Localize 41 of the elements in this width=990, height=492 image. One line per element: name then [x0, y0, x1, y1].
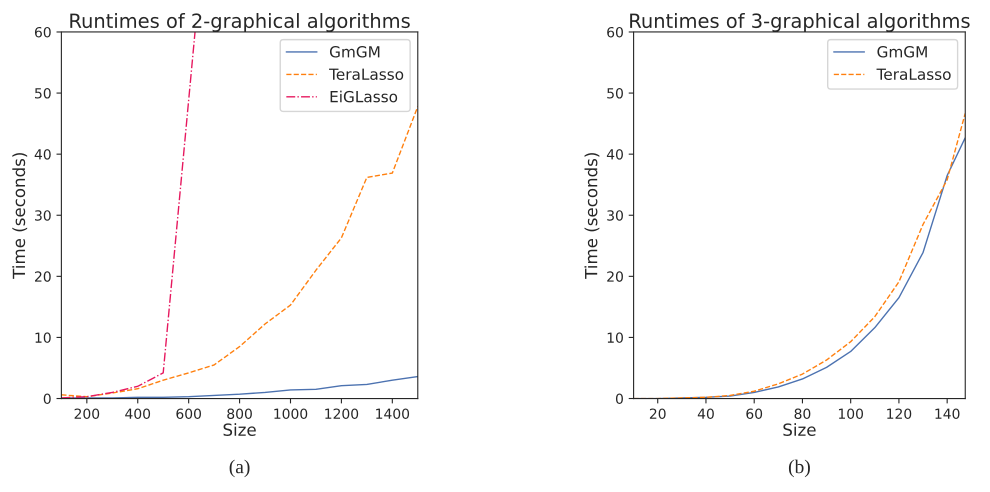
x-axis-title: Size [783, 423, 816, 436]
y-tick-label: 30 [607, 210, 623, 221]
y-tick-label: 0 [616, 393, 623, 404]
y-tick-label: 60 [607, 26, 623, 38]
x-tick-label: 100 [838, 408, 864, 419]
x-tick-label: 20 [650, 408, 666, 419]
y-axis-title: Time (seconds) [12, 153, 28, 279]
legend-label: TeraLasso [876, 68, 951, 80]
chart-title: Runtimes of 3-graphical algorithms [630, 13, 970, 32]
y-axis-title: Time (seconds) [584, 153, 600, 279]
y-tick-label: 0 [44, 393, 51, 404]
x-tick-label: 800 [227, 408, 252, 419]
x-axis-title: Size [224, 423, 256, 436]
x-tick-label: 60 [746, 408, 762, 419]
y-tick-label: 50 [607, 88, 623, 99]
x-tick-label: 120 [887, 408, 912, 419]
chart-title: Runtimes of 2-graphical algorithms [70, 13, 410, 32]
y-tick-label: 10 [608, 332, 623, 343]
x-tick-label: 40 [698, 408, 714, 419]
x-tick-label: 400 [125, 408, 150, 419]
legend-label: GmGM [877, 46, 927, 58]
text: (b) [788, 460, 810, 478]
x-tick-label: 1000 [274, 408, 308, 419]
y-tick-label: 40 [606, 149, 623, 160]
legend-label: EiGLasso [330, 90, 398, 102]
x-tick-label: 80 [794, 408, 810, 419]
y-tick-label: 30 [35, 210, 51, 221]
y-tick-label: 60 [34, 26, 51, 38]
y-tick-label: 20 [607, 271, 623, 282]
y-tick-label: 10 [36, 332, 51, 343]
legend-label: GmGM [330, 46, 380, 58]
y-tick-label: 40 [34, 149, 51, 160]
x-tick-label: 1200 [325, 408, 358, 419]
y-tick-label: 50 [35, 88, 51, 99]
x-tick-label: 1400 [376, 408, 410, 419]
y-tick-label: 20 [35, 271, 51, 282]
legend-label: TeraLasso [329, 68, 404, 80]
x-tick-label: 600 [176, 408, 201, 419]
x-tick-label: 200 [74, 408, 100, 419]
x-tick-label: 140 [935, 408, 960, 419]
text: (a) [230, 460, 250, 478]
